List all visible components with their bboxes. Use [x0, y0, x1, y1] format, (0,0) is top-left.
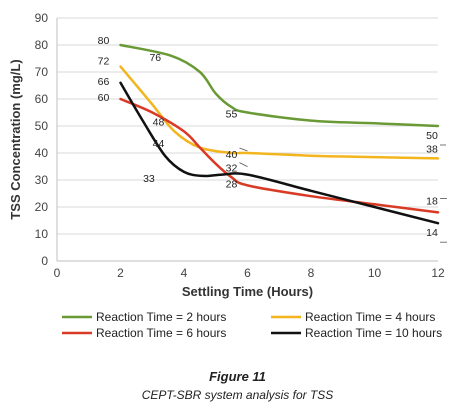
x-tick-label: 2: [117, 266, 124, 280]
legend-label: Reaction Time = 10 hours: [305, 326, 442, 340]
data-label: 38: [426, 143, 438, 155]
x-tick-label: 10: [368, 266, 382, 280]
data-label: 76: [149, 52, 161, 64]
data-label: 60: [98, 92, 110, 104]
x-tick-label: 8: [308, 266, 315, 280]
data-label: 50: [426, 130, 438, 142]
data-labels: 80 76 55 50 72 44 40 38 60 48 28 18 66 33 32 14: [98, 35, 447, 243]
series-line-0: [119, 43, 440, 128]
legend-label: Reaction Time = 6 hours: [96, 326, 226, 340]
y-tick-label: 80: [35, 38, 49, 52]
data-label: 14: [426, 227, 438, 239]
series-line-1: [119, 65, 440, 160]
figure-title: Figure 11: [209, 369, 266, 384]
line-chart: 0 10 20 30 40 50 60 70 80 90 0 2 4 6 8 10 12 Settling Tim…: [8, 11, 447, 340]
x-tick-label: 12: [431, 266, 445, 280]
series-lines: [119, 43, 440, 225]
y-tick-label: 40: [35, 146, 49, 160]
data-label: 33: [143, 173, 155, 185]
y-tick-label: 10: [35, 227, 49, 241]
data-label: 66: [98, 76, 110, 88]
data-label: 80: [98, 35, 110, 47]
y-tick-label: 30: [35, 173, 49, 187]
legend-label: Reaction Time = 2 hours: [96, 310, 226, 324]
legend-label: Reaction Time = 4 hours: [305, 310, 435, 324]
legend: Reaction Time = 2 hours Reaction Time = 4…: [62, 310, 442, 340]
x-axis-title: Settling Time (Hours): [182, 284, 313, 299]
data-label: 55: [226, 109, 238, 121]
x-tick-label: 6: [244, 266, 251, 280]
data-label: 44: [153, 138, 165, 150]
y-tick-label: 20: [35, 200, 49, 214]
x-tick-label: 0: [54, 266, 61, 280]
data-label: 72: [98, 56, 110, 68]
gridlines: [57, 17, 438, 262]
data-label: 40: [226, 149, 238, 161]
y-tick-label: 90: [35, 11, 49, 25]
label-leader: [239, 162, 248, 167]
y-axis-title: TSS Concentration (mg/L): [8, 59, 23, 219]
y-tick-label: 60: [35, 92, 49, 106]
data-label: 18: [426, 195, 438, 207]
y-tick-label: 70: [35, 65, 49, 79]
x-tick-label: 4: [181, 266, 188, 280]
data-label: 48: [153, 116, 165, 128]
data-label: 28: [226, 178, 238, 190]
figure-caption: CEPT-SBR system analysis for TSS: [141, 388, 334, 402]
data-label: 32: [226, 163, 238, 175]
axes: 0 10 20 30 40 50 60 70 80 90 0 2 4 6 8 10 12 Settling Tim…: [8, 11, 445, 299]
y-tick-label: 0: [41, 254, 48, 268]
series-line-3: [119, 81, 440, 225]
y-tick-label: 50: [35, 119, 49, 133]
label-leader: [239, 147, 248, 152]
